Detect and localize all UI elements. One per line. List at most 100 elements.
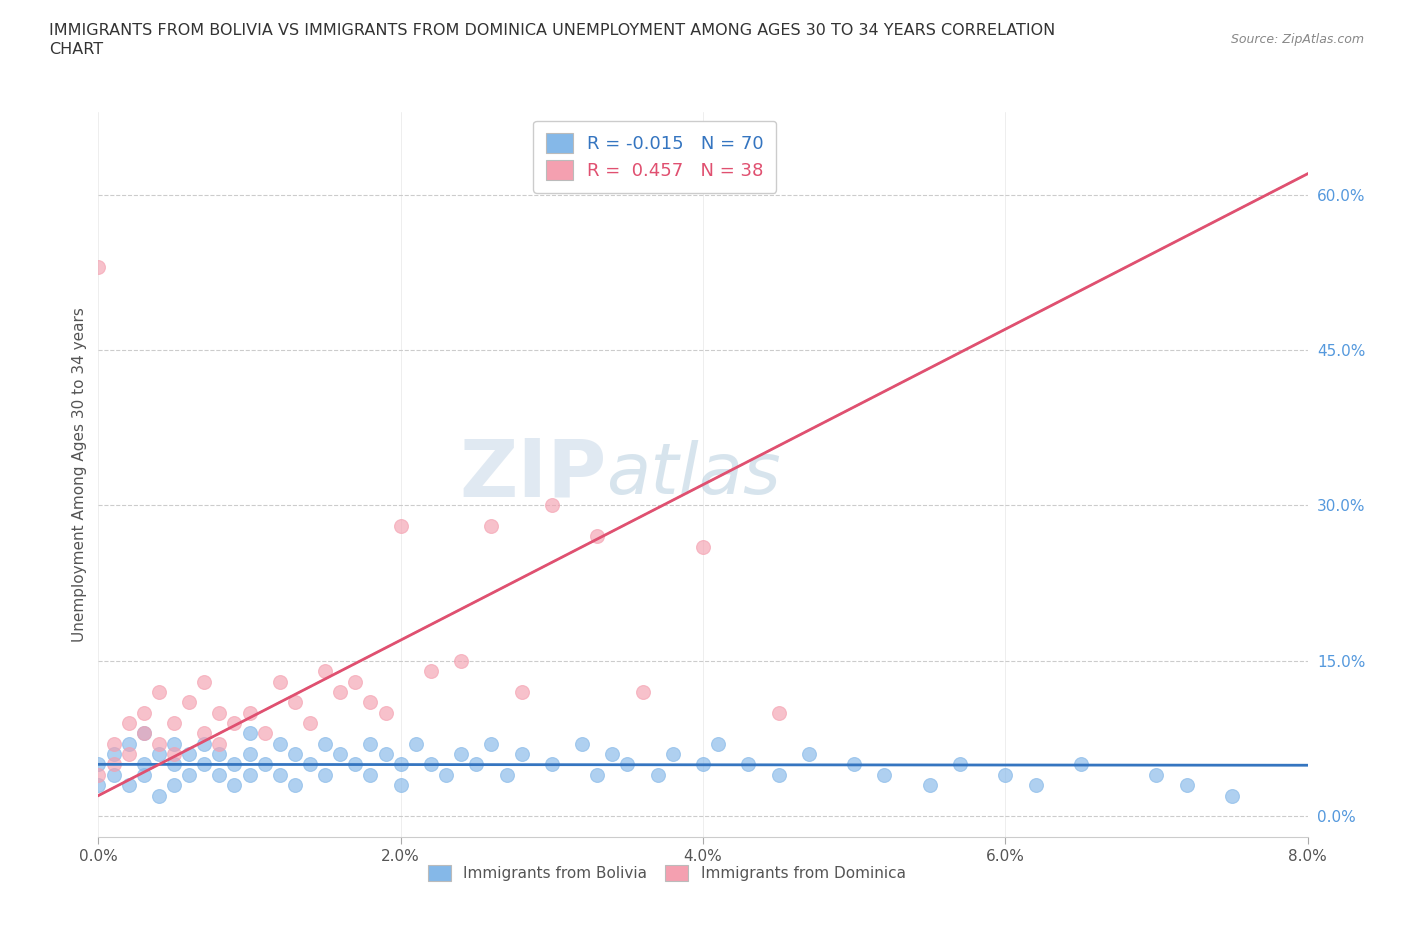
Point <box>873 767 896 782</box>
Point <box>132 726 155 741</box>
Point <box>797 747 820 762</box>
Point <box>1070 757 1092 772</box>
Point <box>314 767 336 782</box>
Point <box>193 757 215 772</box>
Point <box>87 777 110 792</box>
Point <box>344 757 367 772</box>
Text: IMMIGRANTS FROM BOLIVIA VS IMMIGRANTS FROM DOMINICA UNEMPLOYMENT AMONG AGES 30 T: IMMIGRANTS FROM BOLIVIA VS IMMIGRANTS FR… <box>49 23 1056 38</box>
Point <box>420 664 443 679</box>
Point <box>314 737 336 751</box>
Point <box>269 767 291 782</box>
Point <box>132 726 155 741</box>
Point <box>994 767 1017 782</box>
Point <box>389 757 412 772</box>
Point <box>118 737 141 751</box>
Point <box>148 684 170 699</box>
Y-axis label: Unemployment Among Ages 30 to 34 years: Unemployment Among Ages 30 to 34 years <box>72 307 87 642</box>
Point <box>163 737 186 751</box>
Point <box>450 654 472 669</box>
Point <box>540 757 562 772</box>
Point <box>224 715 246 730</box>
Point <box>239 767 262 782</box>
Point <box>103 757 125 772</box>
Point <box>540 498 562 512</box>
Point <box>314 664 336 679</box>
Text: atlas: atlas <box>606 440 780 509</box>
Point <box>918 777 941 792</box>
Point <box>284 747 307 762</box>
Point <box>1146 767 1168 782</box>
Text: Source: ZipAtlas.com: Source: ZipAtlas.com <box>1230 33 1364 46</box>
Point <box>661 747 683 762</box>
Point <box>360 767 382 782</box>
Point <box>949 757 972 772</box>
Point <box>481 737 503 751</box>
Point <box>481 519 503 534</box>
Point <box>571 737 593 751</box>
Point <box>284 695 307 710</box>
Point <box>1025 777 1047 792</box>
Point <box>148 737 170 751</box>
Point <box>586 767 609 782</box>
Point <box>465 757 488 772</box>
Point <box>208 705 231 720</box>
Point <box>737 757 759 772</box>
Point <box>103 747 125 762</box>
Point <box>1175 777 1198 792</box>
Legend: Immigrants from Bolivia, Immigrants from Dominica: Immigrants from Bolivia, Immigrants from… <box>422 859 911 887</box>
Point <box>329 747 352 762</box>
Point <box>163 715 186 730</box>
Point <box>374 747 396 762</box>
Point <box>193 737 215 751</box>
Point <box>87 259 110 274</box>
Point <box>510 747 533 762</box>
Point <box>495 767 517 782</box>
Point <box>163 757 186 772</box>
Point <box>586 529 609 544</box>
Point <box>239 726 262 741</box>
Point <box>132 705 155 720</box>
Point <box>269 674 291 689</box>
Point <box>193 674 215 689</box>
Point <box>87 757 110 772</box>
Point <box>631 684 654 699</box>
Point <box>239 747 262 762</box>
Point <box>602 747 624 762</box>
Point <box>118 715 141 730</box>
Point <box>132 767 155 782</box>
Point <box>329 684 352 699</box>
Point <box>239 705 262 720</box>
Point <box>103 767 125 782</box>
Point <box>163 747 186 762</box>
Point <box>253 757 276 772</box>
Point <box>389 777 412 792</box>
Point <box>224 757 246 772</box>
Point <box>299 715 322 730</box>
Point <box>269 737 291 751</box>
Point <box>299 757 322 772</box>
Point <box>1220 788 1243 803</box>
Point <box>344 674 367 689</box>
Point <box>360 695 382 710</box>
Point <box>510 684 533 699</box>
Point <box>208 767 231 782</box>
Point <box>692 757 714 772</box>
Point <box>284 777 307 792</box>
Point <box>179 767 201 782</box>
Point <box>768 705 790 720</box>
Point <box>692 539 714 554</box>
Point <box>118 777 141 792</box>
Point <box>179 747 201 762</box>
Point <box>208 737 231 751</box>
Point <box>420 757 443 772</box>
Point <box>148 747 170 762</box>
Point <box>253 726 276 741</box>
Point <box>389 519 412 534</box>
Point <box>148 788 170 803</box>
Point <box>224 777 246 792</box>
Point <box>360 737 382 751</box>
Text: ZIP: ZIP <box>458 435 606 513</box>
Point <box>450 747 472 762</box>
Point <box>163 777 186 792</box>
Text: CHART: CHART <box>49 42 103 57</box>
